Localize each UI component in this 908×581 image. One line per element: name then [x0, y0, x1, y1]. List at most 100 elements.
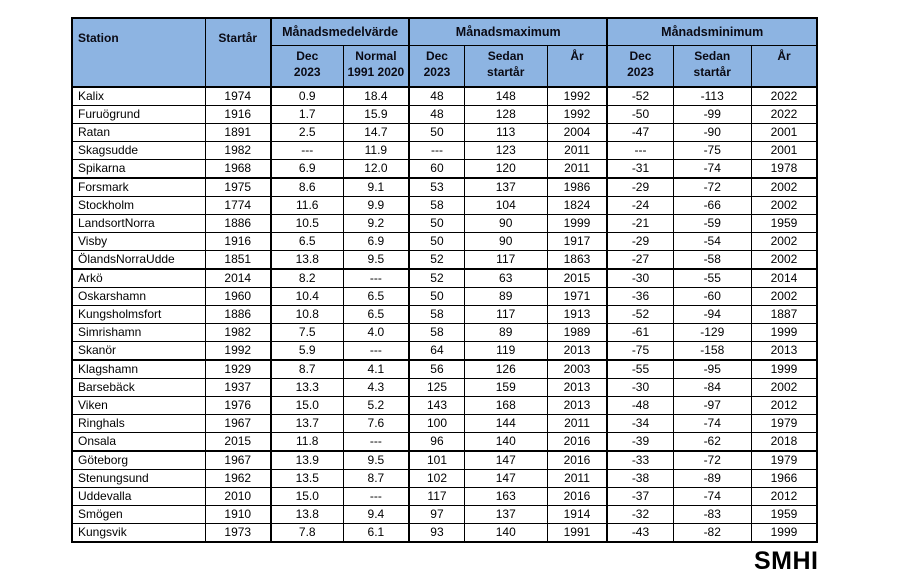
min-dec-cell: -43: [606, 523, 674, 543]
max-dec-cell: 52: [408, 268, 465, 288]
min-ar-cell: 2002: [750, 177, 818, 197]
min-dec-cell: -31: [606, 159, 674, 179]
max-sedan-cell: 113: [463, 123, 548, 142]
startar-cell: 1974: [204, 86, 272, 106]
max-dec-cell: 50: [408, 232, 465, 251]
min-sedan-cell: -59: [672, 214, 752, 233]
max-sedan-cell: 137: [463, 505, 548, 524]
max-sedan-cell: 123: [463, 141, 548, 160]
min-dec-cell: -33: [606, 450, 674, 470]
table-row: Klagshamn 1929 8.7 4.1 56 126 2003 -55 -…: [71, 359, 818, 379]
min-dec-cell: -47: [606, 123, 674, 142]
min-ar-cell: 2002: [750, 232, 818, 251]
medel-normal-cell: 9.5: [342, 250, 410, 270]
table-row: Kungsholmsfort 1886 10.8 6.5 58 117 1913…: [71, 305, 818, 324]
min-sedan-cell: -90: [672, 123, 752, 142]
station-name-cell: Uddevalla: [71, 487, 206, 506]
startar-cell: 1967: [204, 414, 272, 433]
table-row: Ringhals 1967 13.7 7.6 100 144 2011 -34 …: [71, 414, 818, 433]
min-ar-cell: 1999: [750, 359, 818, 379]
medel-dec-cell: 8.2: [270, 268, 344, 288]
min-ar-cell: 1979: [750, 450, 818, 470]
medel-dec-cell: 13.3: [270, 378, 344, 397]
max-dec-cell: 101: [408, 450, 465, 470]
header-line: År: [777, 49, 791, 63]
max-dec-cell: 60: [408, 159, 465, 179]
max-sedan-cell: 117: [463, 305, 548, 324]
min-ar-cell: 2002: [750, 378, 818, 397]
max-dec-cell: 56: [408, 359, 465, 379]
table-header: Station Startår Månadsmedelvärde Månadsm…: [71, 17, 818, 88]
medel-dec-cell: 6.5: [270, 232, 344, 251]
station-name-cell: Skagsudde: [71, 141, 206, 160]
max-ar-cell: 2004: [546, 123, 608, 142]
max-dec-cell: 102: [408, 469, 465, 488]
min-ar-cell: 2022: [750, 86, 818, 106]
min-dec-cell: ---: [606, 141, 674, 160]
max-sedan-cell: 137: [463, 177, 548, 197]
min-ar-cell: 2001: [750, 141, 818, 160]
min-ar-cell: 2022: [750, 105, 818, 124]
min-sedan-cell: -74: [672, 487, 752, 506]
min-sedan-cell: -113: [672, 86, 752, 106]
col-header-maximum: Månadsmaximum: [408, 17, 608, 46]
startar-cell: 1967: [204, 450, 272, 470]
min-sedan-cell: -89: [672, 469, 752, 488]
min-dec-cell: -75: [606, 341, 674, 361]
min-sedan-cell: -74: [672, 414, 752, 433]
col-header-station: Station: [71, 17, 206, 88]
table-row: Forsmark 1975 8.6 9.1 53 137 1986 -29 -7…: [71, 177, 818, 197]
min-ar-cell: 2002: [750, 196, 818, 215]
header-line: 1991 2020: [347, 65, 405, 79]
max-ar-cell: 1863: [546, 250, 608, 270]
max-ar-cell: 2016: [546, 487, 608, 506]
max-sedan-cell: 147: [463, 450, 548, 470]
min-sedan-cell: -72: [672, 450, 752, 470]
table-row: Ratan 1891 2.5 14.7 50 113 2004 -47 -90 …: [71, 123, 818, 142]
station-name-cell: Kungsvik: [71, 523, 206, 543]
min-dec-cell: -30: [606, 378, 674, 397]
max-ar-cell: 2013: [546, 378, 608, 397]
max-sedan-cell: 104: [463, 196, 548, 215]
medel-normal-cell: ---: [342, 341, 410, 361]
max-ar-cell: 2011: [546, 414, 608, 433]
min-ar-cell: 2001: [750, 123, 818, 142]
table-row: ÖlandsNorraUdde 1851 13.8 9.5 52 117 186…: [71, 250, 818, 270]
min-dec-cell: -34: [606, 414, 674, 433]
max-dec-cell: 53: [408, 177, 465, 197]
table-row: Skanör 1992 5.9 --- 64 119 2013 -75 -158…: [71, 341, 818, 361]
medel-dec-cell: 10.8: [270, 305, 344, 324]
max-dec-cell: 48: [408, 86, 465, 106]
station-group: Göteborg 1967 13.9 9.5 101 147 2016 -33 …: [71, 450, 818, 543]
min-ar-cell: 2002: [750, 287, 818, 306]
station-name-cell: Furuögrund: [71, 105, 206, 124]
medel-normal-cell: 4.1: [342, 359, 410, 379]
station-name-cell: Kungsholmsfort: [71, 305, 206, 324]
startar-cell: 1973: [204, 523, 272, 543]
min-ar-cell: 1966: [750, 469, 818, 488]
max-ar-cell: 1913: [546, 305, 608, 324]
station-name-cell: Klagshamn: [71, 359, 206, 379]
min-dec-cell: -24: [606, 196, 674, 215]
station-data-table: Station Startår Månadsmedelvärde Månadsm…: [71, 17, 819, 543]
max-ar-cell: 2011: [546, 141, 608, 160]
medel-normal-cell: 5.2: [342, 396, 410, 415]
min-ar-cell: 1999: [750, 323, 818, 342]
max-dec-cell: 58: [408, 196, 465, 215]
medel-dec-cell: 15.0: [270, 396, 344, 415]
station-name-cell: Smögen: [71, 505, 206, 524]
medel-normal-cell: 9.4: [342, 505, 410, 524]
medel-normal-cell: 9.1: [342, 177, 410, 197]
medel-dec-cell: 13.8: [270, 250, 344, 270]
table-row: Barsebäck 1937 13.3 4.3 125 159 2013 -30…: [71, 378, 818, 397]
max-dec-cell: 125: [408, 378, 465, 397]
table-row: Stenungsund 1962 13.5 8.7 102 147 2011 -…: [71, 469, 818, 488]
col-header-min-ar: År: [750, 45, 818, 88]
medel-normal-cell: 7.6: [342, 414, 410, 433]
station-name-cell: Ratan: [71, 123, 206, 142]
startar-cell: 2010: [204, 487, 272, 506]
min-sedan-cell: -83: [672, 505, 752, 524]
min-ar-cell: 2018: [750, 432, 818, 452]
min-dec-cell: -39: [606, 432, 674, 452]
max-ar-cell: 1992: [546, 105, 608, 124]
